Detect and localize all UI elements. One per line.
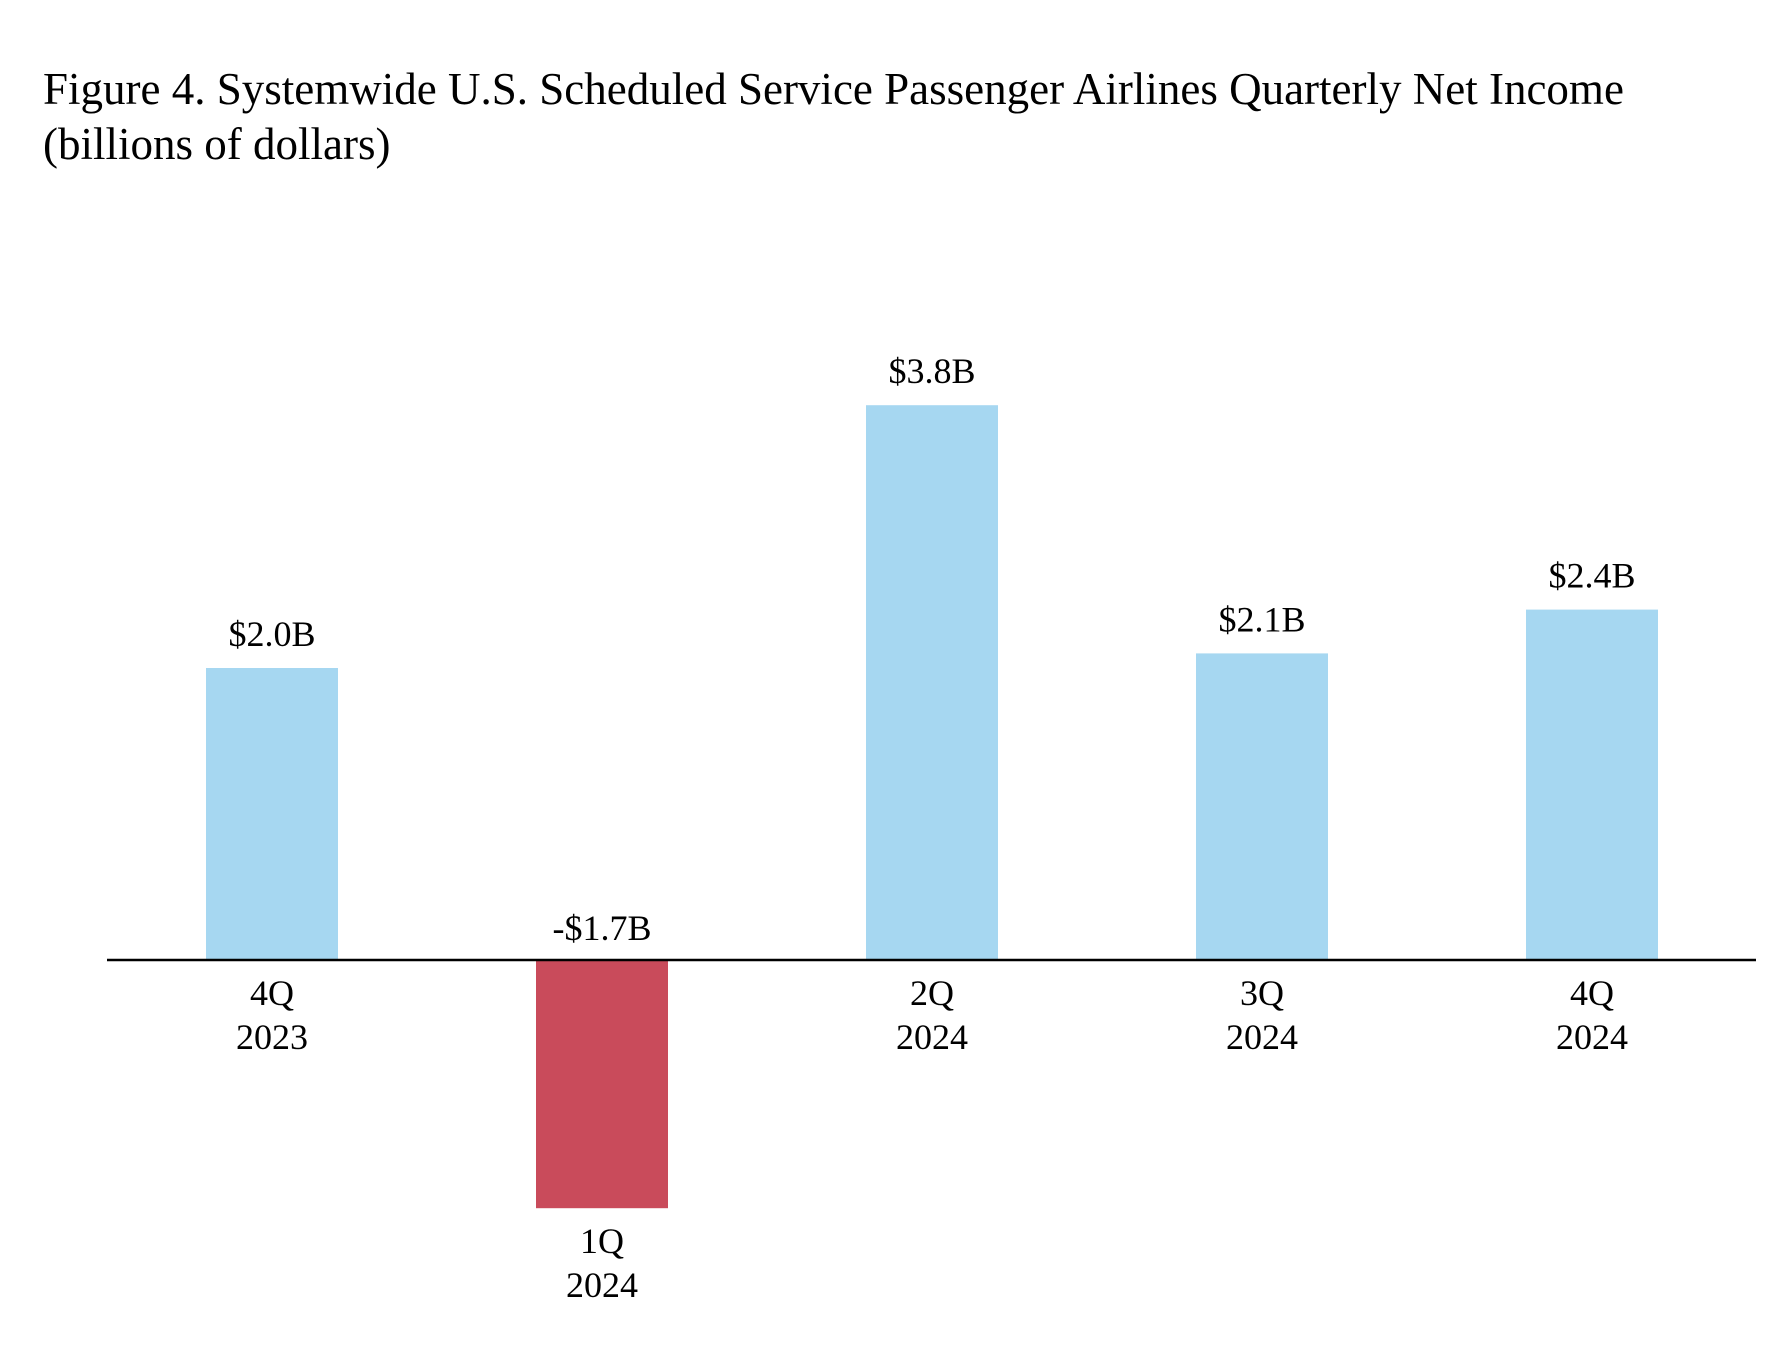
category-label-0-line-0: 4Q (250, 973, 294, 1013)
category-label-1-line-1: 2024 (566, 1265, 638, 1305)
chart-title-block: Figure 4. Systemwide U.S. Scheduled Serv… (43, 62, 1743, 172)
chart-subtitle: (billions of dollars) (43, 119, 391, 169)
category-label-2-line-0: 2Q (910, 973, 954, 1013)
category-label-2-line-1: 2024 (896, 1017, 968, 1057)
bars-group (206, 405, 1658, 1209)
category-label-0-line-1: 2023 (236, 1017, 308, 1057)
bar-1 (536, 960, 668, 1209)
chart-title: Figure 4. Systemwide U.S. Scheduled Serv… (43, 64, 1624, 114)
bar-2 (866, 405, 998, 960)
category-label-4-line-1: 2024 (1556, 1017, 1628, 1057)
data-label-2: $3.8B (888, 351, 975, 391)
data-label-0: $2.0B (228, 614, 315, 654)
bar-0 (206, 668, 338, 960)
bar-3 (1196, 653, 1328, 960)
value-labels-group: $2.0B -$1.7B $3.8B $2.1B $2.4B (228, 351, 1635, 948)
data-label-3: $2.1B (1218, 599, 1305, 639)
category-label-4-line-0: 4Q (1570, 973, 1614, 1013)
data-label-4: $2.4B (1548, 556, 1635, 596)
data-label-1: -$1.7B (553, 908, 652, 948)
bar-4 (1526, 609, 1658, 960)
category-label-1-line-0: 1Q (580, 1221, 624, 1261)
category-label-3-line-0: 3Q (1240, 973, 1284, 1013)
category-label-3-line-1: 2024 (1226, 1017, 1298, 1057)
